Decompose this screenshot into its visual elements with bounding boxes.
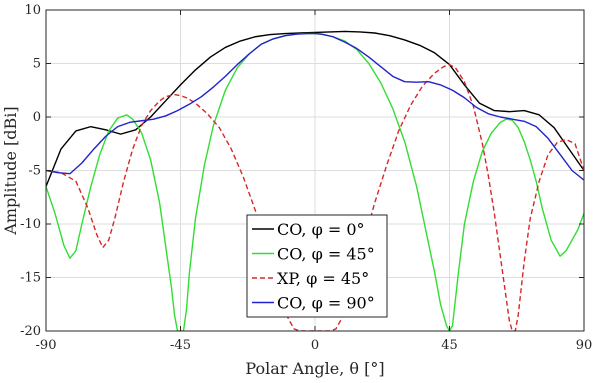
legend-label: CO, φ = 90° <box>277 294 375 313</box>
x-axis-label: Polar Angle, θ [°] <box>245 359 384 378</box>
y-tick-label: -5 <box>28 164 41 179</box>
plot-area <box>46 30 584 331</box>
legend-label: XP, φ = 45° <box>277 269 369 288</box>
y-tick-label: 5 <box>33 57 41 72</box>
y-axis-label: Amplitude [dBi] <box>1 106 20 235</box>
grid <box>45 9 585 332</box>
x-tick-label: 90 <box>576 338 593 353</box>
legend-label: CO, φ = 45° <box>277 245 375 264</box>
y-tick-label: -10 <box>20 217 41 232</box>
x-tick-label: -90 <box>36 338 57 353</box>
y-tick-label: 0 <box>33 110 41 125</box>
x-tick-label: -45 <box>170 338 191 353</box>
x-tick-label: 45 <box>441 338 458 353</box>
x-tick-label: 0 <box>311 338 319 353</box>
legend: CO, φ = 0° CO, φ = 45° XP, φ = 45° CO, φ = … <box>246 214 388 318</box>
series-line-1 <box>46 30 584 187</box>
y-tick-label: 10 <box>24 3 41 18</box>
legend-box <box>246 214 388 318</box>
legend-label: CO, φ = 0° <box>277 220 365 239</box>
series-line-3 <box>46 63 584 331</box>
y-tick-label: -15 <box>20 271 41 286</box>
series-line-4 <box>46 32 584 181</box>
tick-labels: -90 -45 0 45 90 -20 -15 -10 -5 0 5 10 <box>20 3 592 353</box>
y-tick-label: -20 <box>20 324 41 339</box>
tick-marks <box>45 9 585 332</box>
